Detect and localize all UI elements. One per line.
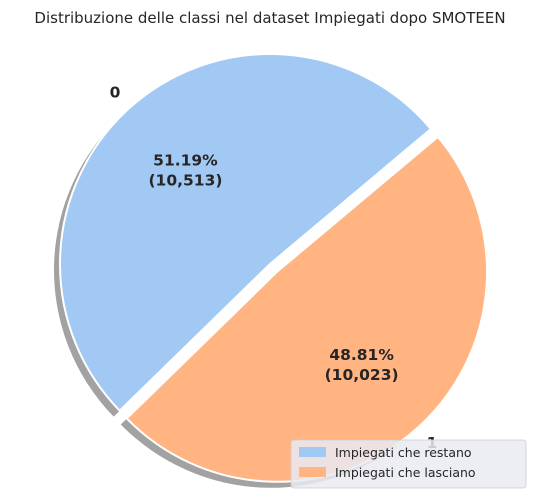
chart-title: Distribuzione delle classi nel dataset I… — [34, 9, 505, 27]
pie-slice-0 — [59, 53, 433, 413]
slice-value-label-0: 51.19% (10,513) — [148, 152, 222, 190]
legend-frame — [290, 439, 527, 489]
legend-swatch-0 — [299, 447, 326, 457]
legend-label-0: Impiegati che restano — [335, 445, 472, 460]
slice-value-label-1: 48.81% (10,023) — [325, 346, 399, 384]
pie-slices — [59, 53, 489, 483]
legend-swatch-1 — [299, 467, 326, 477]
legend: Impiegati che restano Impiegati che lasc… — [290, 439, 527, 489]
legend-label-1: Impiegati che lasciano — [335, 465, 476, 480]
slice-labels: 51.19%(10,513)048.81%(10,023)1 — [110, 84, 438, 452]
slice-category-label-0: 0 — [110, 84, 121, 102]
pie-slice-1 — [125, 135, 489, 483]
